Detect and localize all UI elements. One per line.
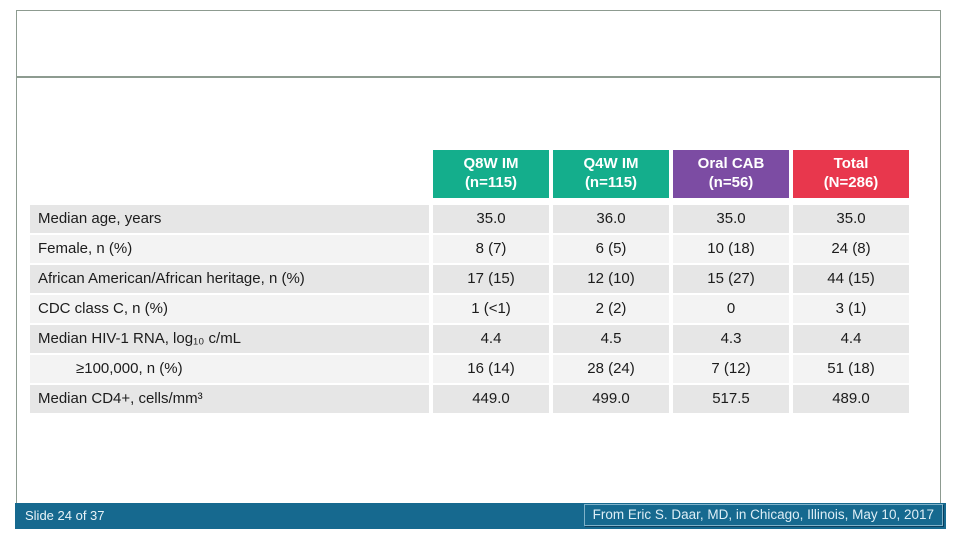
cell-value: 489.0 xyxy=(793,385,909,413)
table-row: CDC class C, n (%) 1 (<1) 2 (2) 0 3 (1) xyxy=(30,295,909,323)
cell-value: 12 (10) xyxy=(553,265,669,293)
slide-counter: Slide 24 of 37 xyxy=(25,508,105,523)
cell-value: 51 (18) xyxy=(793,355,909,383)
cell-value: 10 (18) xyxy=(673,235,789,263)
table-row: Median age, years 35.0 36.0 35.0 35.0 xyxy=(30,205,909,233)
cell-value: 44 (15) xyxy=(793,265,909,293)
baseline-characteristics-table: Q8W IM (n=115) Q4W IM (n=115) Oral CAB (n=56)… xyxy=(30,150,909,415)
cell-value: 4.3 xyxy=(673,325,789,353)
table-row: Female, n (%) 8 (7) 6 (5) 10 (18) 24 (8) xyxy=(30,235,909,263)
row-label: Median HIV-1 RNA, log₁₀ c/mL xyxy=(30,325,429,353)
column-header-4: Total (N=286) xyxy=(793,150,909,198)
cell-value: 7 (12) xyxy=(673,355,789,383)
table-row: Median CD4+, cells/mm³ 449.0 499.0 517.5 489… xyxy=(30,385,909,413)
table-body: Median age, years 35.0 36.0 35.0 35.0 Female,… xyxy=(30,205,909,413)
cell-value: 449.0 xyxy=(433,385,549,413)
cell-value: 16 (14) xyxy=(433,355,549,383)
table-row: African American/African heritage, n (%)… xyxy=(30,265,909,293)
cell-value: 517.5 xyxy=(673,385,789,413)
cell-value: 35.0 xyxy=(433,205,549,233)
cell-value: 2 (2) xyxy=(553,295,669,323)
cell-value: 35.0 xyxy=(793,205,909,233)
row-label: African American/African heritage, n (%) xyxy=(30,265,429,293)
row-label: Female, n (%) xyxy=(30,235,429,263)
cell-value: 6 (5) xyxy=(553,235,669,263)
column-header-2: Q4W IM (n=115) xyxy=(553,150,669,198)
cell-value: 4.5 xyxy=(553,325,669,353)
cell-value: 3 (1) xyxy=(793,295,909,323)
cell-value: 15 (27) xyxy=(673,265,789,293)
cell-value: 28 (24) xyxy=(553,355,669,383)
source-attribution: From Eric S. Daar, MD, in Chicago, Illin… xyxy=(583,504,943,526)
table-row: Median HIV-1 RNA, log₁₀ c/mL 4.4 4.5 4.3 4.4 xyxy=(30,325,909,353)
cell-value: 1 (<1) xyxy=(433,295,549,323)
cell-value: 36.0 xyxy=(553,205,669,233)
cell-value: 24 (8) xyxy=(793,235,909,263)
cell-value: 499.0 xyxy=(553,385,669,413)
table-header-row: Q8W IM (n=115) Q4W IM (n=115) Oral CAB (n=56)… xyxy=(30,150,909,198)
table-row: ≥100,000, n (%) 16 (14) 28 (24) 7 (12) 51 (1… xyxy=(30,355,909,383)
cell-value: 0 xyxy=(673,295,789,323)
table-corner-cell xyxy=(30,150,429,198)
cell-value: 8 (7) xyxy=(433,235,549,263)
row-label: Median CD4+, cells/mm³ xyxy=(30,385,429,413)
row-label: Median age, years xyxy=(30,205,429,233)
column-header-1: Q8W IM (n=115) xyxy=(433,150,549,198)
column-header-3: Oral CAB (n=56) xyxy=(673,150,789,198)
slide-footer-bar: Slide 24 of 37 From Eric S. Daar, MD, in… xyxy=(15,503,946,529)
cell-value: 17 (15) xyxy=(433,265,549,293)
cell-value: 4.4 xyxy=(793,325,909,353)
cell-value: 35.0 xyxy=(673,205,789,233)
slide-title-placeholder xyxy=(16,10,941,77)
row-label: CDC class C, n (%) xyxy=(30,295,429,323)
row-label: ≥100,000, n (%) xyxy=(30,355,429,383)
cell-value: 4.4 xyxy=(433,325,549,353)
